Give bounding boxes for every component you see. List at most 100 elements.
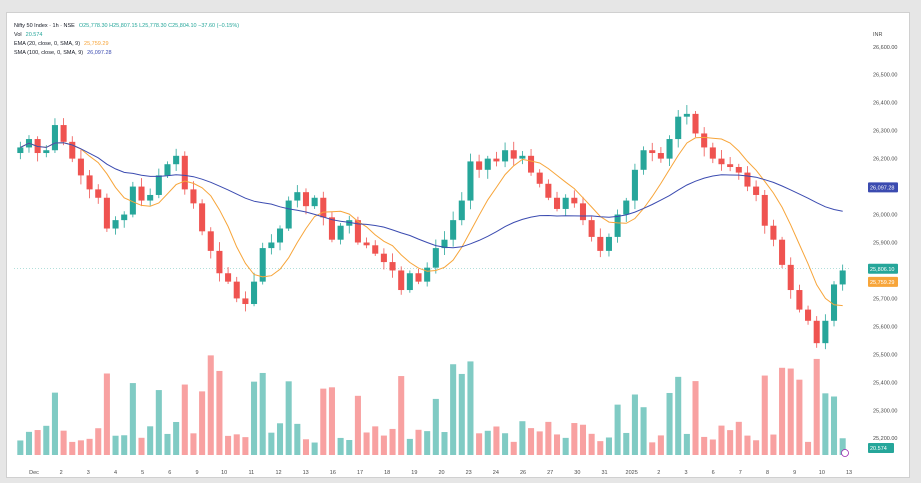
x-tick-label: 12 <box>275 470 281 476</box>
volume-bar <box>51 392 58 455</box>
volume-bar <box>147 426 154 455</box>
candle-body <box>155 175 162 195</box>
volume-bar <box>346 439 353 455</box>
volume-bar <box>631 394 638 455</box>
volume-bar <box>181 384 188 455</box>
candle-body <box>597 236 604 251</box>
candle-body <box>675 116 682 140</box>
volume-bar <box>761 375 768 455</box>
volume-bar <box>753 440 760 455</box>
sma-line <box>20 142 843 249</box>
vol-value: 20.574 <box>25 32 43 38</box>
y-tick-label: 26,500.00 <box>873 73 897 79</box>
x-tick-label: 9 <box>793 470 796 476</box>
candle-body <box>406 273 413 291</box>
candle-body <box>432 248 439 268</box>
candle-body <box>450 220 457 240</box>
volume-bar <box>510 441 517 455</box>
candle-body <box>839 270 846 285</box>
volume-bar <box>34 430 41 455</box>
volume-bar <box>69 441 76 455</box>
volume-bar <box>614 404 621 455</box>
volume-bar <box>770 434 777 455</box>
volume-bar <box>432 398 439 455</box>
x-tick-label: 20 <box>438 470 444 476</box>
candle-body <box>805 309 812 321</box>
x-tick-label: 27 <box>547 470 553 476</box>
candle-body <box>51 125 58 151</box>
volume-bar <box>311 442 318 455</box>
x-tick-label: 8 <box>766 470 769 476</box>
x-tick-label: 24 <box>493 470 499 476</box>
volume-bar <box>562 437 569 455</box>
candle-body <box>779 239 786 265</box>
volume-bar <box>579 424 587 455</box>
volume-bar <box>86 438 93 455</box>
x-tick-label: Dec <box>29 470 39 476</box>
volume-bar <box>233 434 240 455</box>
candle-body <box>588 220 595 237</box>
price-tag <box>868 276 898 287</box>
candle-body <box>536 172 543 184</box>
y-tick-label: 26,200.00 <box>873 157 897 163</box>
candle-body <box>259 248 266 282</box>
volume-bar <box>657 435 664 455</box>
candle-body <box>735 167 742 173</box>
x-tick-label: 16 <box>330 470 336 476</box>
volume-bar <box>276 423 284 455</box>
volume-bar <box>207 355 214 455</box>
volume-bar <box>173 421 180 455</box>
candle-body <box>69 141 76 159</box>
volume-bar <box>787 368 794 455</box>
y-tick-label: 25,600.00 <box>873 324 897 330</box>
volume-bar <box>199 391 206 455</box>
candle-body <box>233 281 240 299</box>
sma-value: 26,097.28 <box>87 50 112 56</box>
candle-body <box>86 175 93 190</box>
candle-body <box>268 242 275 249</box>
candle-body <box>302 192 310 207</box>
y-tick-label: 25,300.00 <box>873 408 897 414</box>
candle-body <box>666 139 673 159</box>
candle-body <box>276 228 284 243</box>
volume-bar <box>649 442 656 455</box>
volume-bar <box>683 433 690 455</box>
volume-bar <box>519 421 526 455</box>
candle-body <box>320 197 327 218</box>
candle-body <box>225 273 232 282</box>
volume-bar <box>839 438 846 455</box>
volume-bar <box>285 381 292 455</box>
sma-label[interactable]: SMA (100, close, 0, SMA, 9) <box>14 50 84 56</box>
price-tag <box>868 263 898 274</box>
x-tick-label: 10 <box>819 470 825 476</box>
candle-body <box>770 225 777 240</box>
price-tag-label: 26,097.28 <box>870 185 894 191</box>
candle-body <box>701 133 708 148</box>
vol-label[interactable]: Vol <box>14 32 22 38</box>
x-tick-label: 9 <box>195 470 198 476</box>
volume-bar <box>424 431 431 455</box>
candle-body <box>346 220 353 226</box>
candle-body <box>683 113 690 117</box>
volume-bar <box>553 434 561 455</box>
candle-body <box>761 194 768 226</box>
chart-legend: Nifty 50 Index · 1h · NSE O25,778.30 H25,… <box>14 22 239 58</box>
candle-body <box>251 281 258 305</box>
candle-body <box>398 270 405 291</box>
volume-bar <box>675 376 682 455</box>
volume-bar <box>337 437 344 455</box>
ohlc-readout: O25,778.30 H25,807.15 L25,778.30 C25,804… <box>78 23 240 29</box>
x-tick-label: 19 <box>411 470 417 476</box>
symbol-title[interactable]: Nifty 50 Index · 1h · NSE <box>14 23 75 29</box>
candle-body <box>640 150 647 170</box>
candle-body <box>692 113 699 134</box>
x-tick-label: 17 <box>357 470 363 476</box>
y-tick-label: 26,400.00 <box>873 101 897 107</box>
x-tick-label: 4 <box>114 470 117 476</box>
candle-body <box>60 125 67 142</box>
ema-label[interactable]: EMA (20, close, 0, SMA, 9) <box>14 41 81 47</box>
candle-body <box>484 158 491 170</box>
candle-body <box>164 164 171 176</box>
price-tag-label: 25,759.29 <box>870 280 894 286</box>
